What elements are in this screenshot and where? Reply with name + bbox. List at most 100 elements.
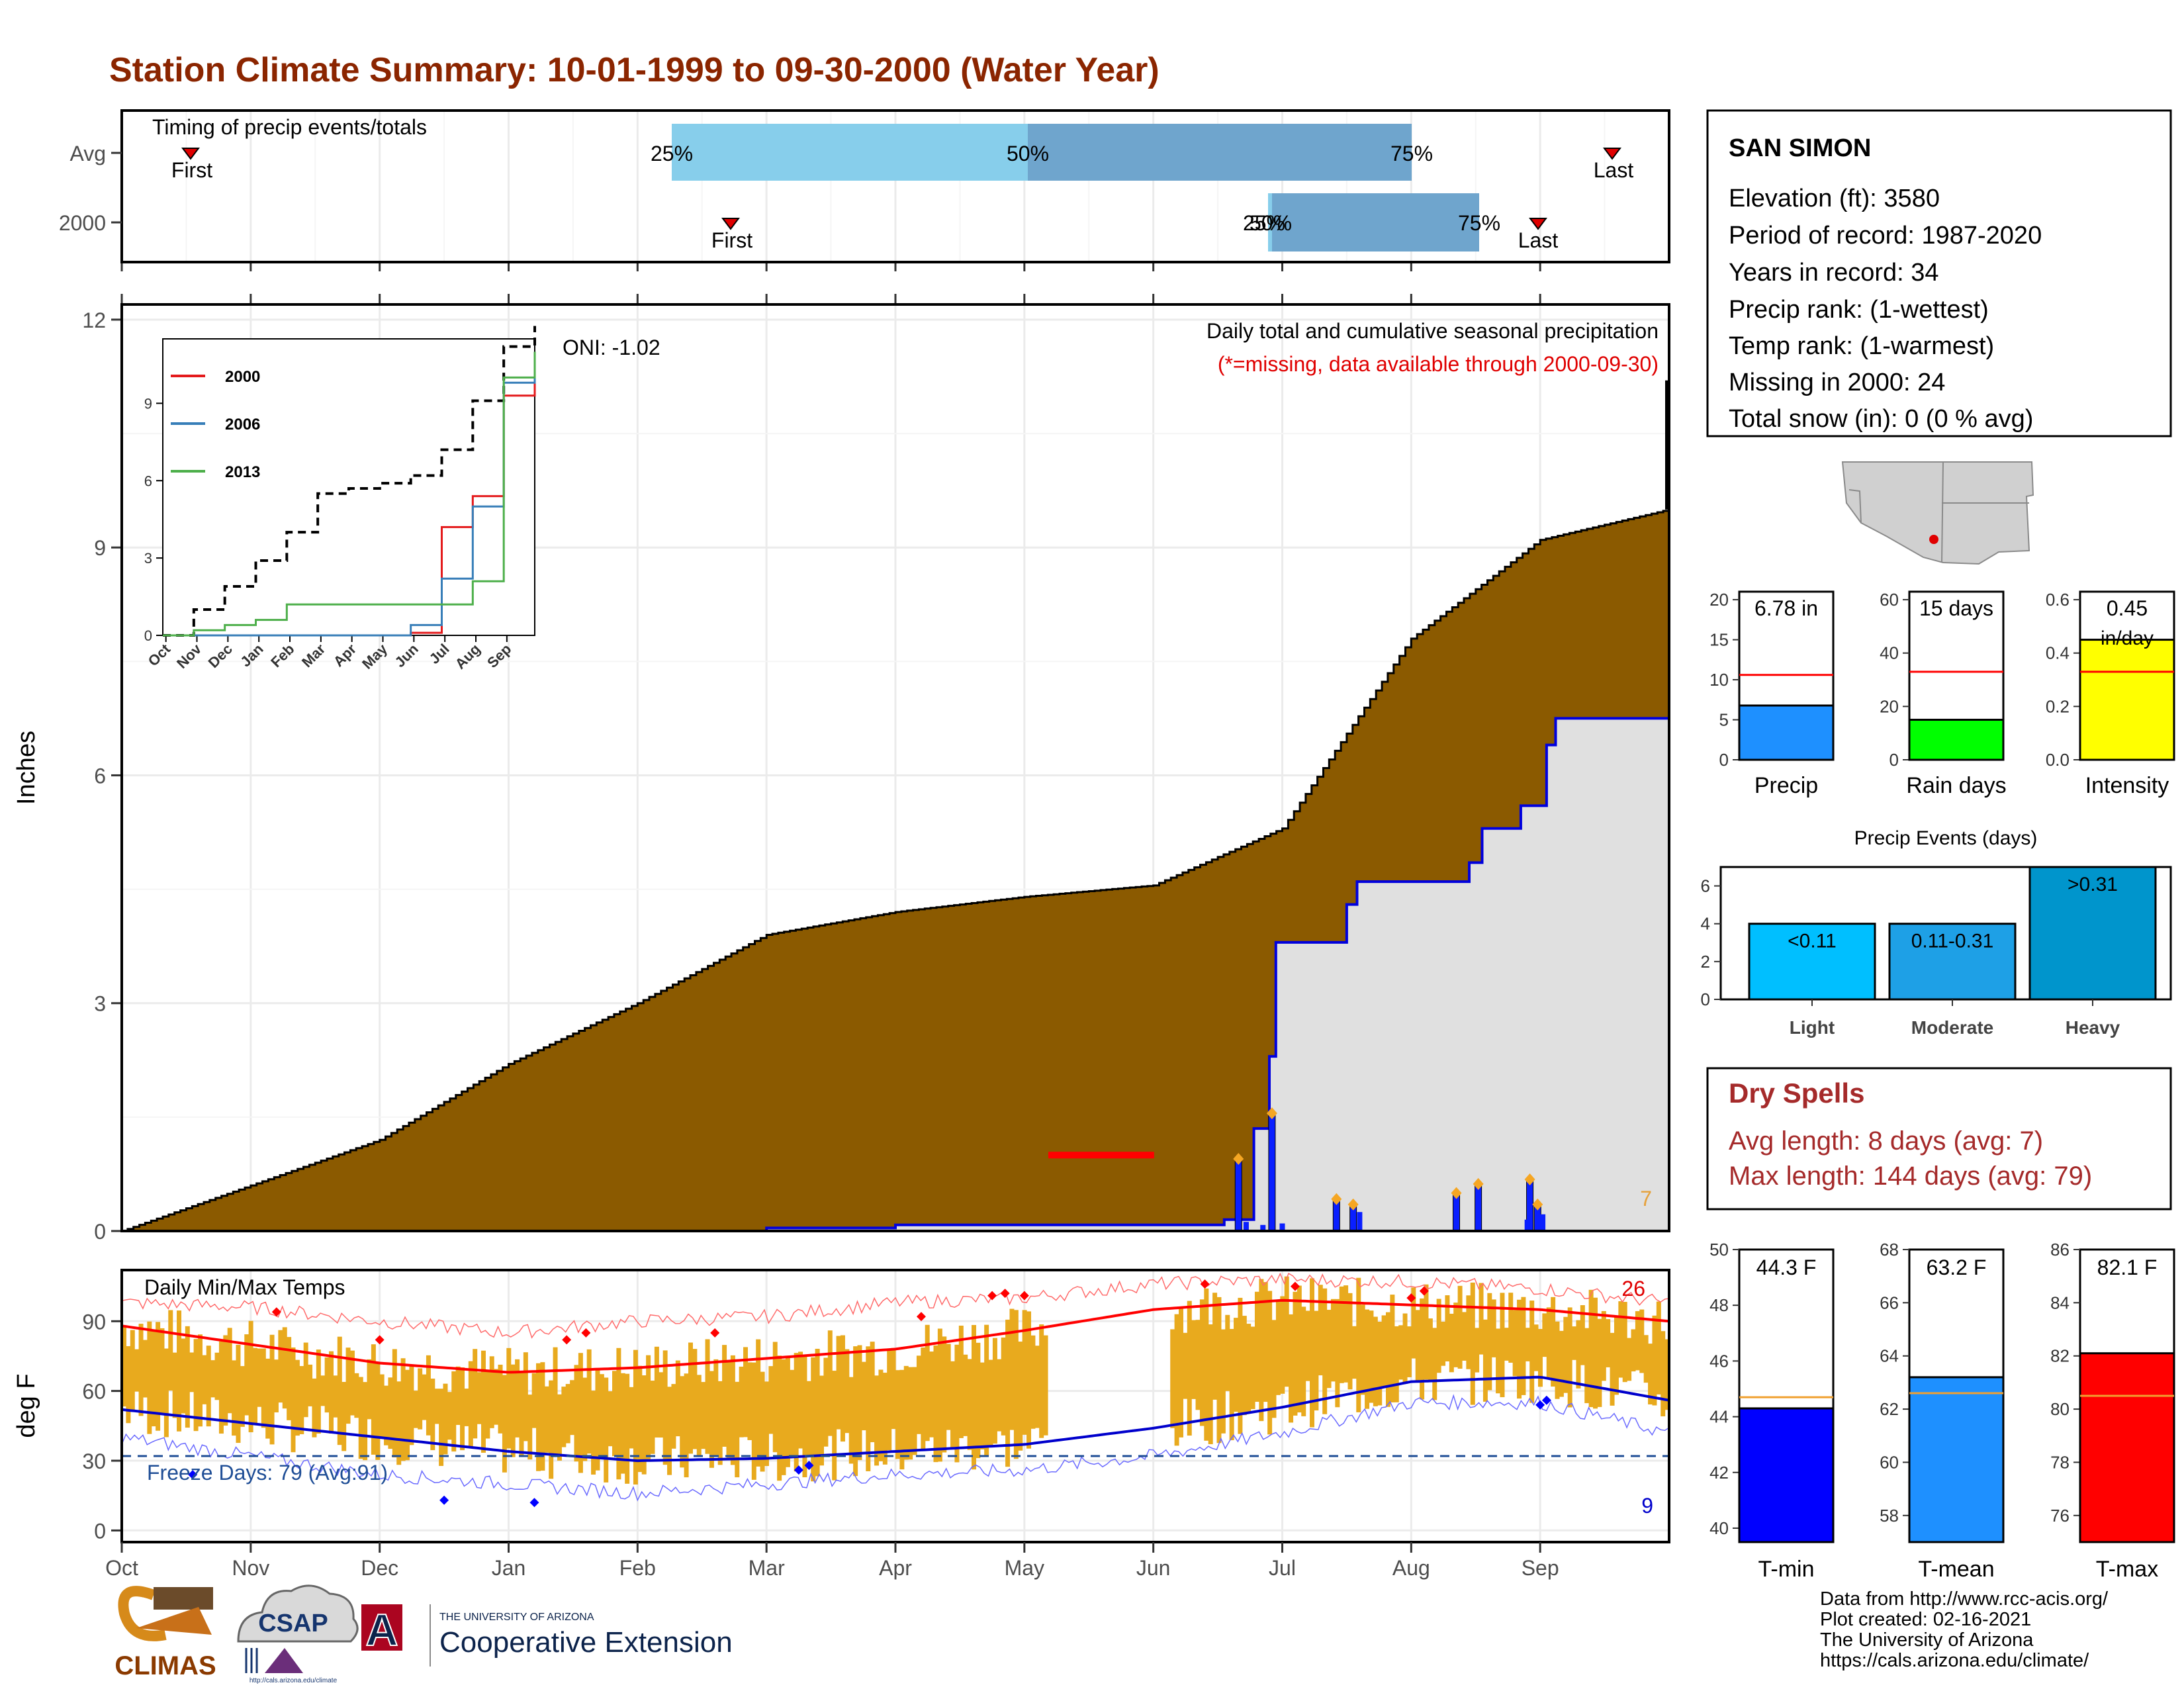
daily-temp-bar: [633, 1349, 638, 1485]
missing-data-marker: [1051, 1152, 1057, 1159]
timing-avg-first-label: First: [171, 158, 212, 182]
daily-temp-bar: [269, 1334, 275, 1445]
daily-temp-bar: [976, 1342, 981, 1459]
daily-temp-bar: [604, 1377, 609, 1483]
daily-temp-bar: [836, 1336, 841, 1430]
daily-temp-bar: [134, 1349, 140, 1392]
daily-temp-bar: [561, 1387, 567, 1447]
precip-panel: 0 3 6 9 12 Daily total and cumulative season…: [13, 294, 1670, 1244]
missing-data-marker: [1109, 1152, 1115, 1159]
daily-temp-bar: [844, 1349, 850, 1434]
daily-temp-bar: [971, 1324, 976, 1470]
daily-temp-bar: [1533, 1324, 1539, 1371]
missing-data-marker: [1103, 1152, 1109, 1159]
daily-temp-bar: [1381, 1315, 1387, 1389]
daily-temp-bar: [1411, 1287, 1416, 1359]
daily-temp-bar: [349, 1350, 355, 1416]
mini-bar-y-tick-label: 0.2: [2046, 696, 2070, 716]
temp-bar-t-max: [2079, 1352, 2175, 1543]
inset-average-line: [163, 326, 536, 637]
temp-panel: 0 30 60 90 Daily Min/Max Temps Freeze Days:…: [13, 1269, 1670, 1580]
temp-bar-value-label: 63.2 F: [1927, 1256, 1987, 1279]
daily-temp-bar: [925, 1324, 930, 1441]
missing-data-marker: [1133, 1152, 1139, 1159]
daily-temp-bar: [396, 1381, 402, 1465]
daily-temp-bar: [379, 1374, 385, 1438]
heavy-event-marker: [1233, 1152, 1244, 1165]
record-high-line: [121, 1272, 1670, 1339]
station-line-period: Period of record: 1987-2020: [1729, 222, 2042, 250]
daily-temp-bar: [802, 1356, 807, 1478]
events-y-tick-label: 2: [1701, 952, 1710, 972]
station-location-dot: [1929, 535, 1938, 544]
ua-logo-big-text: Cooperative Extension: [439, 1626, 733, 1659]
temp-bar-t-mean: [1908, 1376, 2005, 1543]
daily-temp-bar: [122, 1326, 126, 1407]
dry-spells-box: Dry Spells Avg length: 8 days (avg: 7) M…: [1706, 1067, 2172, 1211]
daily-temp-bar: [958, 1325, 964, 1438]
station-name: SAN SIMON: [1729, 134, 1871, 162]
missing-data-marker: [1142, 1152, 1148, 1159]
month-tick-label: Nov: [232, 1556, 269, 1580]
daily-temp-bar: [159, 1328, 165, 1414]
record-high-marker: [987, 1291, 997, 1301]
record-high-marker: [1406, 1293, 1416, 1303]
temp-bar-y-tick-label: 78: [2050, 1452, 2070, 1472]
month-tick-label: May: [1005, 1556, 1044, 1580]
daily-temp-bar: [287, 1337, 292, 1420]
missing-data-marker: [1085, 1152, 1091, 1159]
missing-data-marker: [1130, 1152, 1136, 1159]
daily-temp-bar: [903, 1365, 909, 1460]
daily-temp-bar: [726, 1359, 731, 1458]
record-high-marker: [1290, 1281, 1300, 1291]
temp-bar-y-tick-label: 80: [2050, 1399, 2070, 1419]
missing-data-marker: [1146, 1152, 1152, 1159]
daily-temp-bar: [832, 1371, 837, 1481]
page-title: Station Climate Summary: 10-01-1999 to 0…: [109, 51, 1160, 89]
record-low-line: [121, 1394, 1670, 1502]
dry-spells-avg-length: Avg length: 8 days (avg: 7): [1729, 1126, 2043, 1156]
temp-bar-y-tick-label: 82: [2050, 1346, 2070, 1366]
temp-y-tick-label: 60: [82, 1380, 106, 1404]
daily-temp-bar: [345, 1348, 351, 1424]
daily-temp-bar: [1648, 1344, 1653, 1405]
daily-temp-bar: [227, 1328, 232, 1414]
daily-temp-bar: [1297, 1285, 1302, 1413]
daily-temp-bar: [333, 1375, 338, 1418]
daily-temp-bar: [908, 1367, 913, 1460]
daily-temp-bar: [984, 1324, 989, 1456]
daily-temp-bar: [1580, 1305, 1585, 1365]
daily-temp-bar: [1606, 1319, 1611, 1367]
daily-temp-bar: [265, 1358, 271, 1439]
daily-temp-bar: [756, 1339, 761, 1467]
daily-temp-bar: [1664, 1339, 1670, 1410]
daily-temp-bar: [675, 1360, 680, 1437]
inset-legend-label: 2006: [225, 416, 260, 434]
daily-temp-bar: [1449, 1313, 1454, 1373]
daily-temp-bar: [1351, 1326, 1357, 1379]
station-line-years: Years in record: 34: [1729, 259, 1939, 287]
daily-temp-bar: [612, 1371, 617, 1457]
daily-temp-bar: [354, 1373, 359, 1418]
daily-temp-bar: [519, 1371, 524, 1455]
inset-y-tick-label: 9: [144, 395, 152, 412]
mini-bar-value-label: 0.45: [2107, 596, 2148, 620]
dry-spells-frame: [1706, 1067, 2172, 1211]
daily-temp-bar: [1314, 1310, 1319, 1411]
daily-temp-bar: [946, 1344, 951, 1430]
daily-temp-bar: [1432, 1328, 1437, 1400]
timing-panel-frame: [120, 109, 1670, 263]
mini-bar-category-label: Precip: [1754, 773, 1818, 798]
daily-temp-bar: [641, 1375, 647, 1475]
temp-min-count: 9: [1641, 1494, 1653, 1518]
daily-temp-bar: [1546, 1307, 1551, 1378]
daily-temp-bar: [790, 1369, 795, 1456]
heavy-event-marker: [1473, 1177, 1484, 1190]
record-high-marker: [710, 1328, 720, 1338]
daily-temp-bar: [489, 1356, 494, 1428]
heavy-event-marker: [1524, 1173, 1535, 1185]
daily-temp-bar: [751, 1362, 756, 1480]
daily-temp-bar: [206, 1346, 211, 1427]
daily-temp-bar: [363, 1382, 368, 1461]
daily-temp-bar: [553, 1347, 558, 1454]
